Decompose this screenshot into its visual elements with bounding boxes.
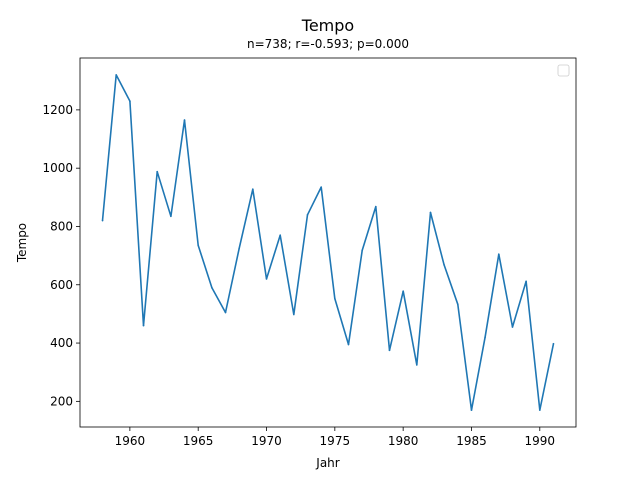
data-point: [552, 342, 555, 345]
x-tick-label: 1960: [115, 434, 146, 448]
data-point: [238, 247, 240, 250]
data-point: [293, 313, 295, 316]
legend-box: [557, 64, 570, 77]
x-tick-label: 1965: [183, 434, 214, 448]
data-point: [183, 119, 186, 121]
x-tick-label: 1990: [525, 434, 556, 448]
data-point: [170, 215, 172, 218]
series-line: [101, 74, 555, 411]
data-point: [156, 170, 159, 173]
data-point: [347, 343, 350, 346]
chart-subtitle: n=738; r=-0.593; p=0.000: [247, 37, 409, 51]
x-tick-label: 1970: [251, 434, 282, 448]
data-point: [252, 188, 254, 190]
y-axis-label: Tempo: [15, 223, 29, 263]
x-tick-label: 1985: [456, 434, 487, 448]
data-point: [334, 297, 336, 300]
data-point: [416, 364, 418, 366]
data-point: [211, 286, 213, 289]
data-point: [538, 409, 541, 411]
data-point: [279, 234, 281, 237]
plot-area: 1960 1965 1970 1975 1980 1985 1990 200 400 600 800…: [42, 74, 555, 448]
data-point: [457, 303, 459, 306]
data-point: [142, 324, 145, 327]
data-point: [320, 186, 322, 188]
data-point: [115, 74, 118, 76]
y-tick-label: 400: [50, 336, 73, 350]
data-point: [429, 211, 432, 214]
data-point: [224, 311, 227, 314]
x-tick-label: 1975: [320, 434, 351, 448]
data-point: [129, 100, 131, 102]
data-point: [306, 214, 309, 216]
x-axis-label: Jahr: [315, 456, 339, 470]
data-point: [361, 249, 363, 252]
y-tick-label: 800: [50, 219, 73, 233]
chart-title: Tempo: [301, 16, 354, 35]
data-point: [443, 264, 445, 266]
data-point: [470, 409, 473, 411]
data-point: [497, 253, 500, 255]
data-point: [525, 280, 527, 283]
y-tick-label: 1000: [42, 161, 73, 175]
y-tick-label: 1200: [42, 103, 73, 117]
data-point: [375, 205, 377, 208]
data-point: [388, 349, 391, 352]
data-point: [265, 278, 268, 280]
data-point: [484, 336, 486, 339]
data-point: [511, 326, 514, 328]
y-tick-label: 200: [50, 394, 73, 408]
plot-frame: [79, 57, 577, 428]
data-point: [101, 219, 104, 222]
data-point: [197, 244, 199, 247]
y-tick-label: 600: [50, 278, 73, 292]
x-tick-label: 1980: [388, 434, 419, 448]
data-point: [402, 290, 404, 292]
